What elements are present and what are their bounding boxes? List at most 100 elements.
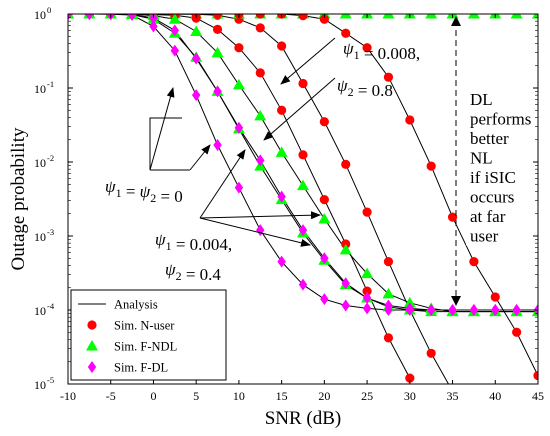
marker-diamond xyxy=(191,89,201,102)
dl-note-bg xyxy=(466,109,528,129)
marker-triangle xyxy=(86,340,98,351)
x-tick-label: 0 xyxy=(150,389,156,403)
legend-label: Sim. F-DL xyxy=(114,361,168,375)
marker-triangle xyxy=(297,179,309,191)
marker-circle xyxy=(512,327,522,337)
marker-diamond xyxy=(256,154,265,167)
marker-circle xyxy=(319,195,329,205)
marker-triangle xyxy=(425,14,438,19)
marker-diamond xyxy=(512,304,521,316)
dl-note-line: if iSIC xyxy=(470,168,516,187)
marker-diamond xyxy=(491,304,500,316)
marker-circle xyxy=(277,41,287,51)
arrow-psi-small-2 xyxy=(263,77,336,141)
x-tick-label: -5 xyxy=(106,389,116,403)
marker-triangle xyxy=(467,14,480,19)
y-tick-exponent: -1 xyxy=(47,79,54,89)
arrow-psi-mid-3 xyxy=(199,217,311,247)
marker-circle xyxy=(383,257,394,267)
marker-diamond xyxy=(149,14,158,25)
marker-circle xyxy=(405,115,415,125)
marker-circle xyxy=(341,28,351,38)
arrow-psi-mid-2 xyxy=(199,211,321,220)
marker-circle xyxy=(490,292,500,302)
marker-triangle xyxy=(275,146,288,157)
y-tick-label: 10 xyxy=(34,8,46,22)
marker-circle xyxy=(362,207,372,217)
marker-triangle xyxy=(361,267,374,279)
marker-circle xyxy=(234,43,244,53)
x-tick-label: 25 xyxy=(361,389,373,403)
dl-note-bg xyxy=(466,207,528,226)
marker-diamond xyxy=(234,181,244,194)
y-tick-exponent: -2 xyxy=(47,153,54,163)
marker-circle xyxy=(426,348,436,358)
arrow-psi-zero-2 xyxy=(149,117,182,170)
marker-circle xyxy=(255,23,265,33)
legend-label: Sim. F-NDL xyxy=(114,340,177,354)
dl-note-bg xyxy=(466,129,528,148)
dl-note-bg xyxy=(466,187,528,207)
marker-diamond xyxy=(426,304,436,316)
annotation-psi-mid: ψ1 = 0.004, ψ2 = 0.4 xyxy=(155,149,321,284)
marker-triangle xyxy=(168,14,181,24)
marker-diamond xyxy=(384,304,393,316)
marker-circle xyxy=(255,68,265,78)
marker-circle xyxy=(298,14,308,21)
marker-circle xyxy=(298,78,308,89)
dl-note-line: user xyxy=(470,227,499,246)
arrow-psi-zero-3 xyxy=(149,87,175,171)
marker-diamond xyxy=(170,44,180,57)
marker-triangle xyxy=(382,287,395,299)
annotation-psi-small: ψ1 = 0.008, ψ2 = 0.8 xyxy=(263,37,420,141)
marker-diamond xyxy=(277,190,286,203)
marker-diamond xyxy=(341,299,350,312)
marker-diamond xyxy=(320,252,329,265)
dl-note-line: NL xyxy=(470,149,493,168)
marker-circle xyxy=(383,72,394,82)
marker-diamond xyxy=(362,302,372,315)
marker-circle xyxy=(362,286,372,296)
marker-diamond xyxy=(68,14,73,20)
marker-triangle xyxy=(211,46,224,58)
marker-triangle xyxy=(232,78,245,90)
marker-circle xyxy=(277,105,287,115)
marker-diamond xyxy=(234,121,244,134)
svg-text:ψ2 = 0.8: ψ2 = 0.8 xyxy=(337,76,393,100)
marker-circle xyxy=(426,161,436,171)
svg-text:ψ1 = ψ2 = 0: ψ1 = ψ2 = 0 xyxy=(105,177,183,206)
marker-diamond xyxy=(170,24,180,37)
dl-note-line: at far xyxy=(470,207,506,226)
x-tick-label: 15 xyxy=(276,389,288,403)
marker-circle xyxy=(212,24,223,34)
dl-note-line: occurs xyxy=(470,188,514,207)
y-tick-exponent: -4 xyxy=(47,301,55,311)
simulation-markers xyxy=(68,14,538,383)
dashed-arrow-head-top xyxy=(451,16,461,26)
x-tick-label: 45 xyxy=(532,389,544,403)
marker-diamond xyxy=(149,20,158,33)
y-tick-exponent: 0 xyxy=(47,5,51,15)
marker-circle xyxy=(533,370,538,381)
y-axis-title: Outage probability xyxy=(8,127,29,270)
y-tick-exponent: -3 xyxy=(47,227,54,237)
x-tick-label: 5 xyxy=(193,389,199,403)
dl-note-line: performs xyxy=(470,110,531,129)
legend-label: Sim. N-user xyxy=(114,319,175,333)
legend: Analysis Sim. N-user Sim. F-NDL Sim. F-DL xyxy=(70,289,227,381)
marker-circle xyxy=(87,320,97,330)
annotation-psi-zero: ψ1 = ψ2 = 0 xyxy=(105,87,211,206)
dl-note-line: DL xyxy=(470,90,493,109)
plot-frame xyxy=(67,13,539,385)
svg-text:ψ1 = 0.008,: ψ1 = 0.008, xyxy=(343,39,420,63)
marker-circle xyxy=(447,212,458,222)
svg-text:ψ2 = 0.4: ψ2 = 0.4 xyxy=(165,260,221,284)
marker-diamond xyxy=(213,85,222,98)
marker-diamond xyxy=(298,278,308,291)
marker-diamond xyxy=(85,14,94,20)
marker-circle xyxy=(212,14,223,19)
marker-triangle xyxy=(382,14,395,19)
marker-diamond xyxy=(87,361,97,373)
